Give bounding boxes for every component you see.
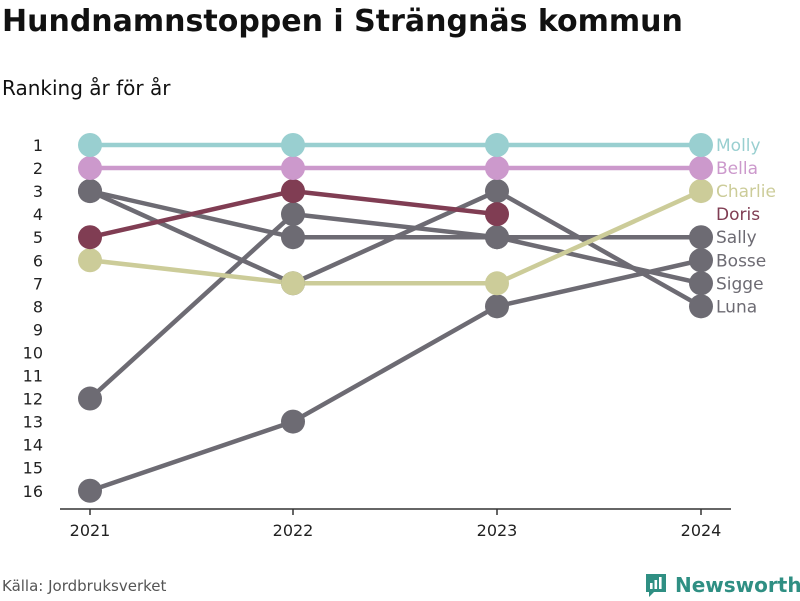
- y-tick-label: 9: [33, 320, 43, 339]
- point-luna: [689, 294, 713, 319]
- point-bella: [78, 156, 102, 181]
- chart-title: Hundnamnstoppen i Strängnäs kommun: [2, 4, 683, 39]
- series-label-doris: Doris: [716, 205, 760, 225]
- point-bella: [485, 156, 509, 181]
- series-lines: [88, 142, 703, 493]
- brand-name: Newsworthy: [675, 573, 800, 597]
- y-tick-label: 2: [33, 159, 43, 178]
- y-tick-label: 10: [23, 343, 43, 362]
- point-luna: [485, 179, 509, 204]
- point-bosse: [281, 409, 305, 434]
- y-tick-label: 11: [23, 367, 43, 386]
- chart-subtitle: Ranking år för år: [2, 76, 171, 100]
- point-luna: [78, 179, 102, 204]
- series-label-sigge: Sigge: [716, 274, 764, 294]
- point-sigge: [78, 386, 102, 411]
- point-bosse: [78, 478, 102, 503]
- point-bosse: [485, 294, 509, 319]
- point-charlie: [485, 271, 509, 296]
- x-tick-label: 2021: [70, 521, 111, 540]
- y-tick-label: 16: [23, 482, 43, 501]
- point-doris: [78, 225, 102, 250]
- line-charlie: [89, 189, 702, 286]
- y-tick-label: 1: [33, 136, 43, 155]
- y-tick-label: 7: [33, 274, 43, 293]
- y-tick-label: 8: [33, 297, 43, 316]
- point-sally: [689, 225, 713, 250]
- y-tick-label: 14: [23, 436, 43, 455]
- x-tick-label: 2022: [273, 521, 314, 540]
- point-charlie: [281, 271, 305, 296]
- series-labels: Molly Bella Charlie Doris Sally Bosse Sigge Lun…: [716, 136, 776, 317]
- point-sigge: [281, 202, 305, 227]
- newsworthy-icon: [646, 574, 666, 597]
- brand-logo: Newsworthy: [644, 569, 800, 601]
- point-molly: [281, 133, 305, 157]
- point-bella: [281, 156, 305, 181]
- point-bosse: [689, 248, 713, 273]
- point-doris: [281, 179, 305, 204]
- line-luna: [89, 188, 703, 309]
- point-charlie: [78, 248, 102, 273]
- y-tick-label: 15: [23, 459, 43, 478]
- x-tick-label: 2024: [681, 521, 722, 540]
- point-molly: [689, 133, 713, 157]
- source-note: Källa: Jordbruksverket: [2, 577, 167, 595]
- series-label-molly: Molly: [716, 136, 761, 156]
- point-bella: [689, 156, 713, 181]
- line-bosse: [89, 258, 702, 493]
- point-molly: [485, 133, 509, 157]
- series-label-sally: Sally: [716, 228, 757, 248]
- y-tick-label: 4: [33, 205, 43, 224]
- series-label-charlie: Charlie: [716, 182, 776, 202]
- y-tick-label: 6: [33, 251, 43, 270]
- y-tick-label: 12: [23, 390, 43, 409]
- series-points: [78, 133, 713, 503]
- point-sally: [281, 225, 305, 250]
- line-sigge: [88, 211, 702, 401]
- y-tick-label: 13: [23, 413, 43, 432]
- series-label-bosse: Bosse: [716, 251, 766, 271]
- point-sigge: [485, 225, 509, 250]
- y-tick-label: 3: [33, 182, 43, 201]
- series-label-luna: Luna: [716, 297, 757, 317]
- series-label-bella: Bella: [716, 159, 758, 179]
- y-tick-label: 5: [33, 228, 43, 247]
- x-tick-label: 2023: [477, 521, 518, 540]
- point-doris: [485, 202, 509, 227]
- point-sigge: [689, 271, 713, 296]
- point-molly: [78, 133, 102, 157]
- point-charlie: [689, 179, 713, 204]
